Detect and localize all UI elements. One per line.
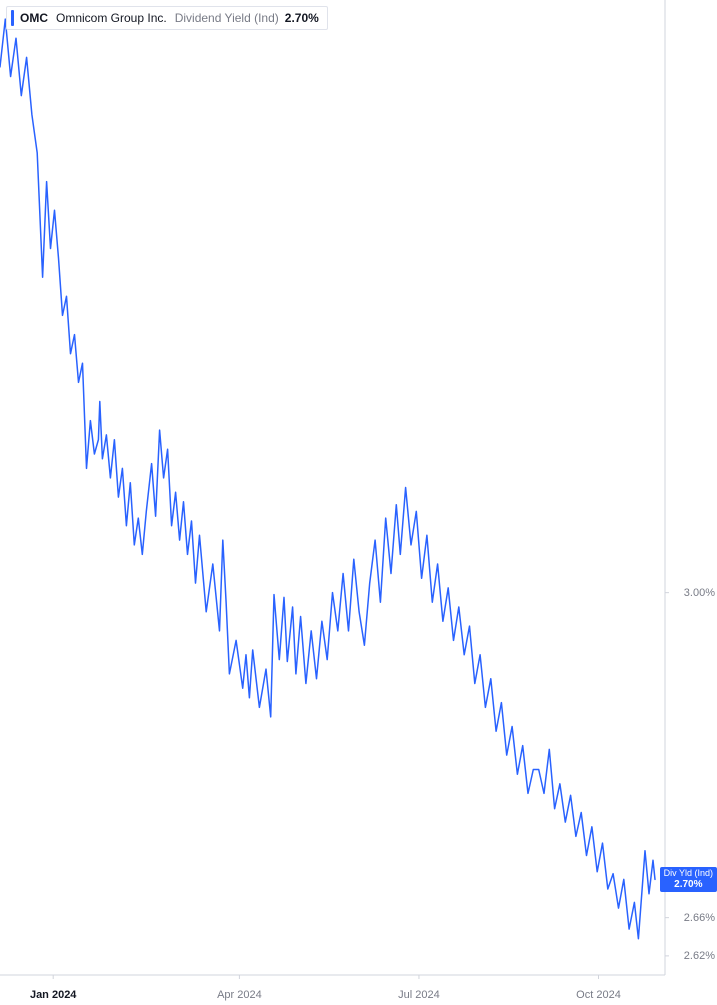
legend-ticker: OMC [20,11,48,25]
legend-company-name: Omnicom Group Inc. [56,11,167,25]
last-price-flag: Div Yld (Ind) 2.70% [660,867,717,892]
x-axis-tick-label: Oct 2024 [576,989,621,1001]
price-flag-value: 2.70% [664,879,713,890]
y-axis-tick-label: 3.00% [684,587,715,599]
x-axis-tick-label: Jul 2024 [398,989,440,1001]
x-axis-tick-label: Jan 2024 [30,989,76,1001]
dividend-yield-line [0,19,655,939]
legend-series-name: Dividend Yield (Ind) [175,11,279,25]
x-axis-tick-label: Apr 2024 [217,989,262,1001]
y-axis-tick-label: 2.66% [684,912,715,924]
price-chart-plot[interactable] [0,0,717,1005]
legend-current-value: 2.70% [285,11,319,25]
price-flag-label: Div Yld (Ind) [664,869,713,879]
y-axis-tick-label: 2.62% [684,950,715,962]
chart-container: OMC Omnicom Group Inc. Dividend Yield (I… [0,0,717,1005]
legend-color-bar [11,10,14,26]
chart-legend[interactable]: OMC Omnicom Group Inc. Dividend Yield (I… [6,6,328,30]
